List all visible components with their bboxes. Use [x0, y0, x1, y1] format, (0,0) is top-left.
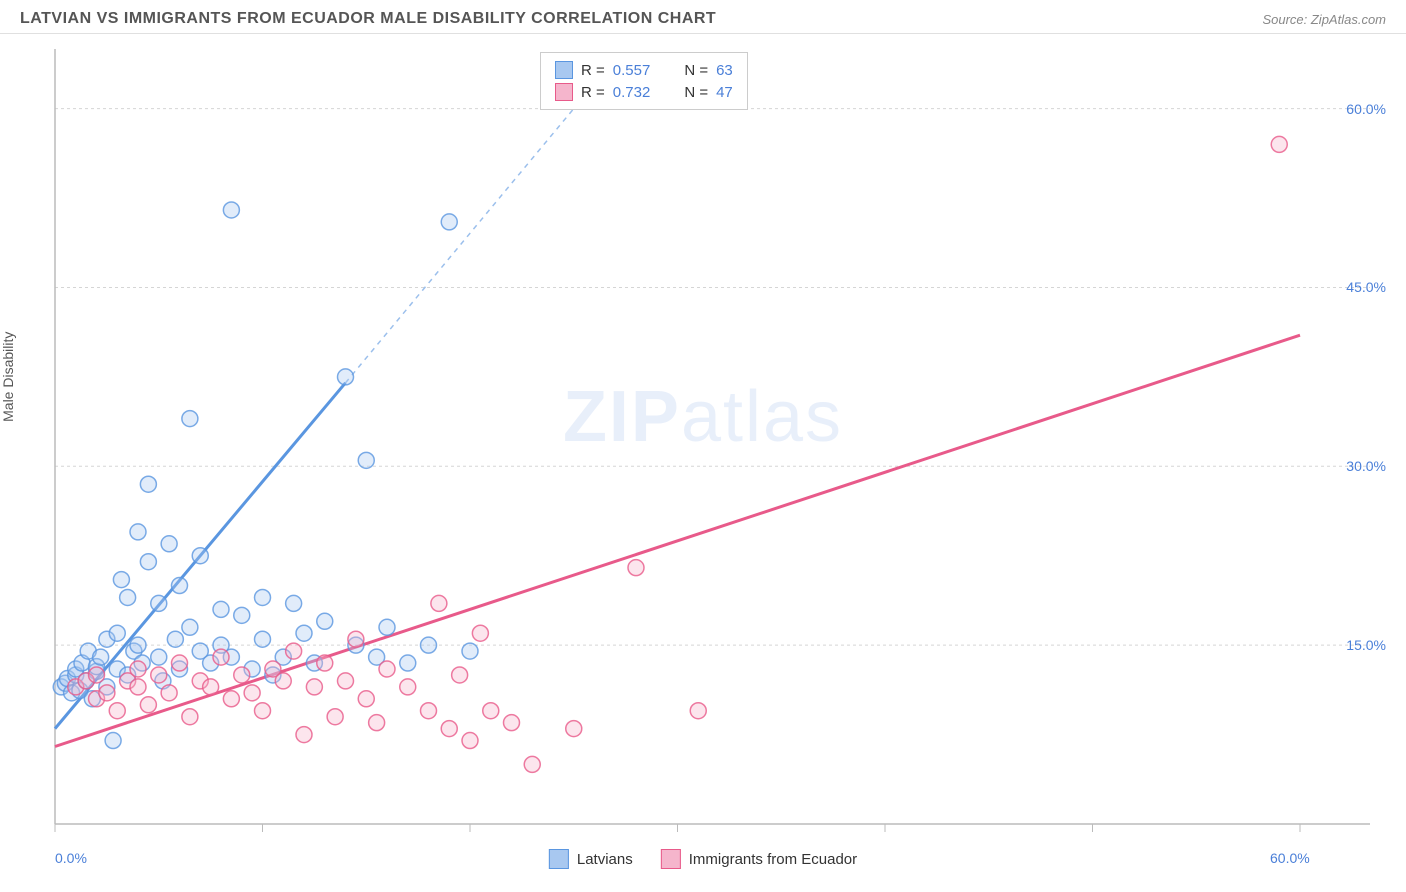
y-tick-label: 60.0% [1346, 101, 1386, 117]
x-tick-label: 0.0% [55, 850, 87, 866]
y-tick-label: 30.0% [1346, 458, 1386, 474]
legend-label-latvians: Latvians [577, 851, 633, 868]
y-tick-label: 15.0% [1346, 637, 1386, 653]
stats-box: R = 0.557 N = 63 R = 0.732 N = 47 [540, 52, 748, 110]
stats-swatch-ecuador [555, 83, 573, 101]
chart-area: Male Disability ZIPatlas R = 0.557 N = 6… [0, 34, 1406, 884]
y-axis-label: Male Disability [0, 332, 16, 422]
stats-swatch-latvians [555, 61, 573, 79]
y-tick-label: 45.0% [1346, 279, 1386, 295]
legend: Latvians Immigrants from Ecuador [549, 849, 857, 869]
legend-label-ecuador: Immigrants from Ecuador [689, 851, 857, 868]
chart-source: Source: ZipAtlas.com [1262, 12, 1386, 27]
stats-row-latvians: R = 0.557 N = 63 [555, 59, 733, 81]
stats-r-latvians: 0.557 [613, 62, 651, 79]
legend-swatch-ecuador [661, 849, 681, 869]
chart-title: LATVIAN VS IMMIGRANTS FROM ECUADOR MALE … [20, 10, 716, 28]
legend-item-latvians: Latvians [549, 849, 633, 869]
stats-row-ecuador: R = 0.732 N = 47 [555, 81, 733, 103]
x-tick-label: 60.0% [1270, 850, 1310, 866]
stats-n-latvians: 63 [716, 62, 733, 79]
scatter-plot-svg [0, 34, 1406, 884]
stats-r-ecuador: 0.732 [613, 84, 651, 101]
stats-n-ecuador: 47 [716, 84, 733, 101]
legend-swatch-latvians [549, 849, 569, 869]
chart-header: LATVIAN VS IMMIGRANTS FROM ECUADOR MALE … [0, 0, 1406, 34]
legend-item-ecuador: Immigrants from Ecuador [661, 849, 857, 869]
